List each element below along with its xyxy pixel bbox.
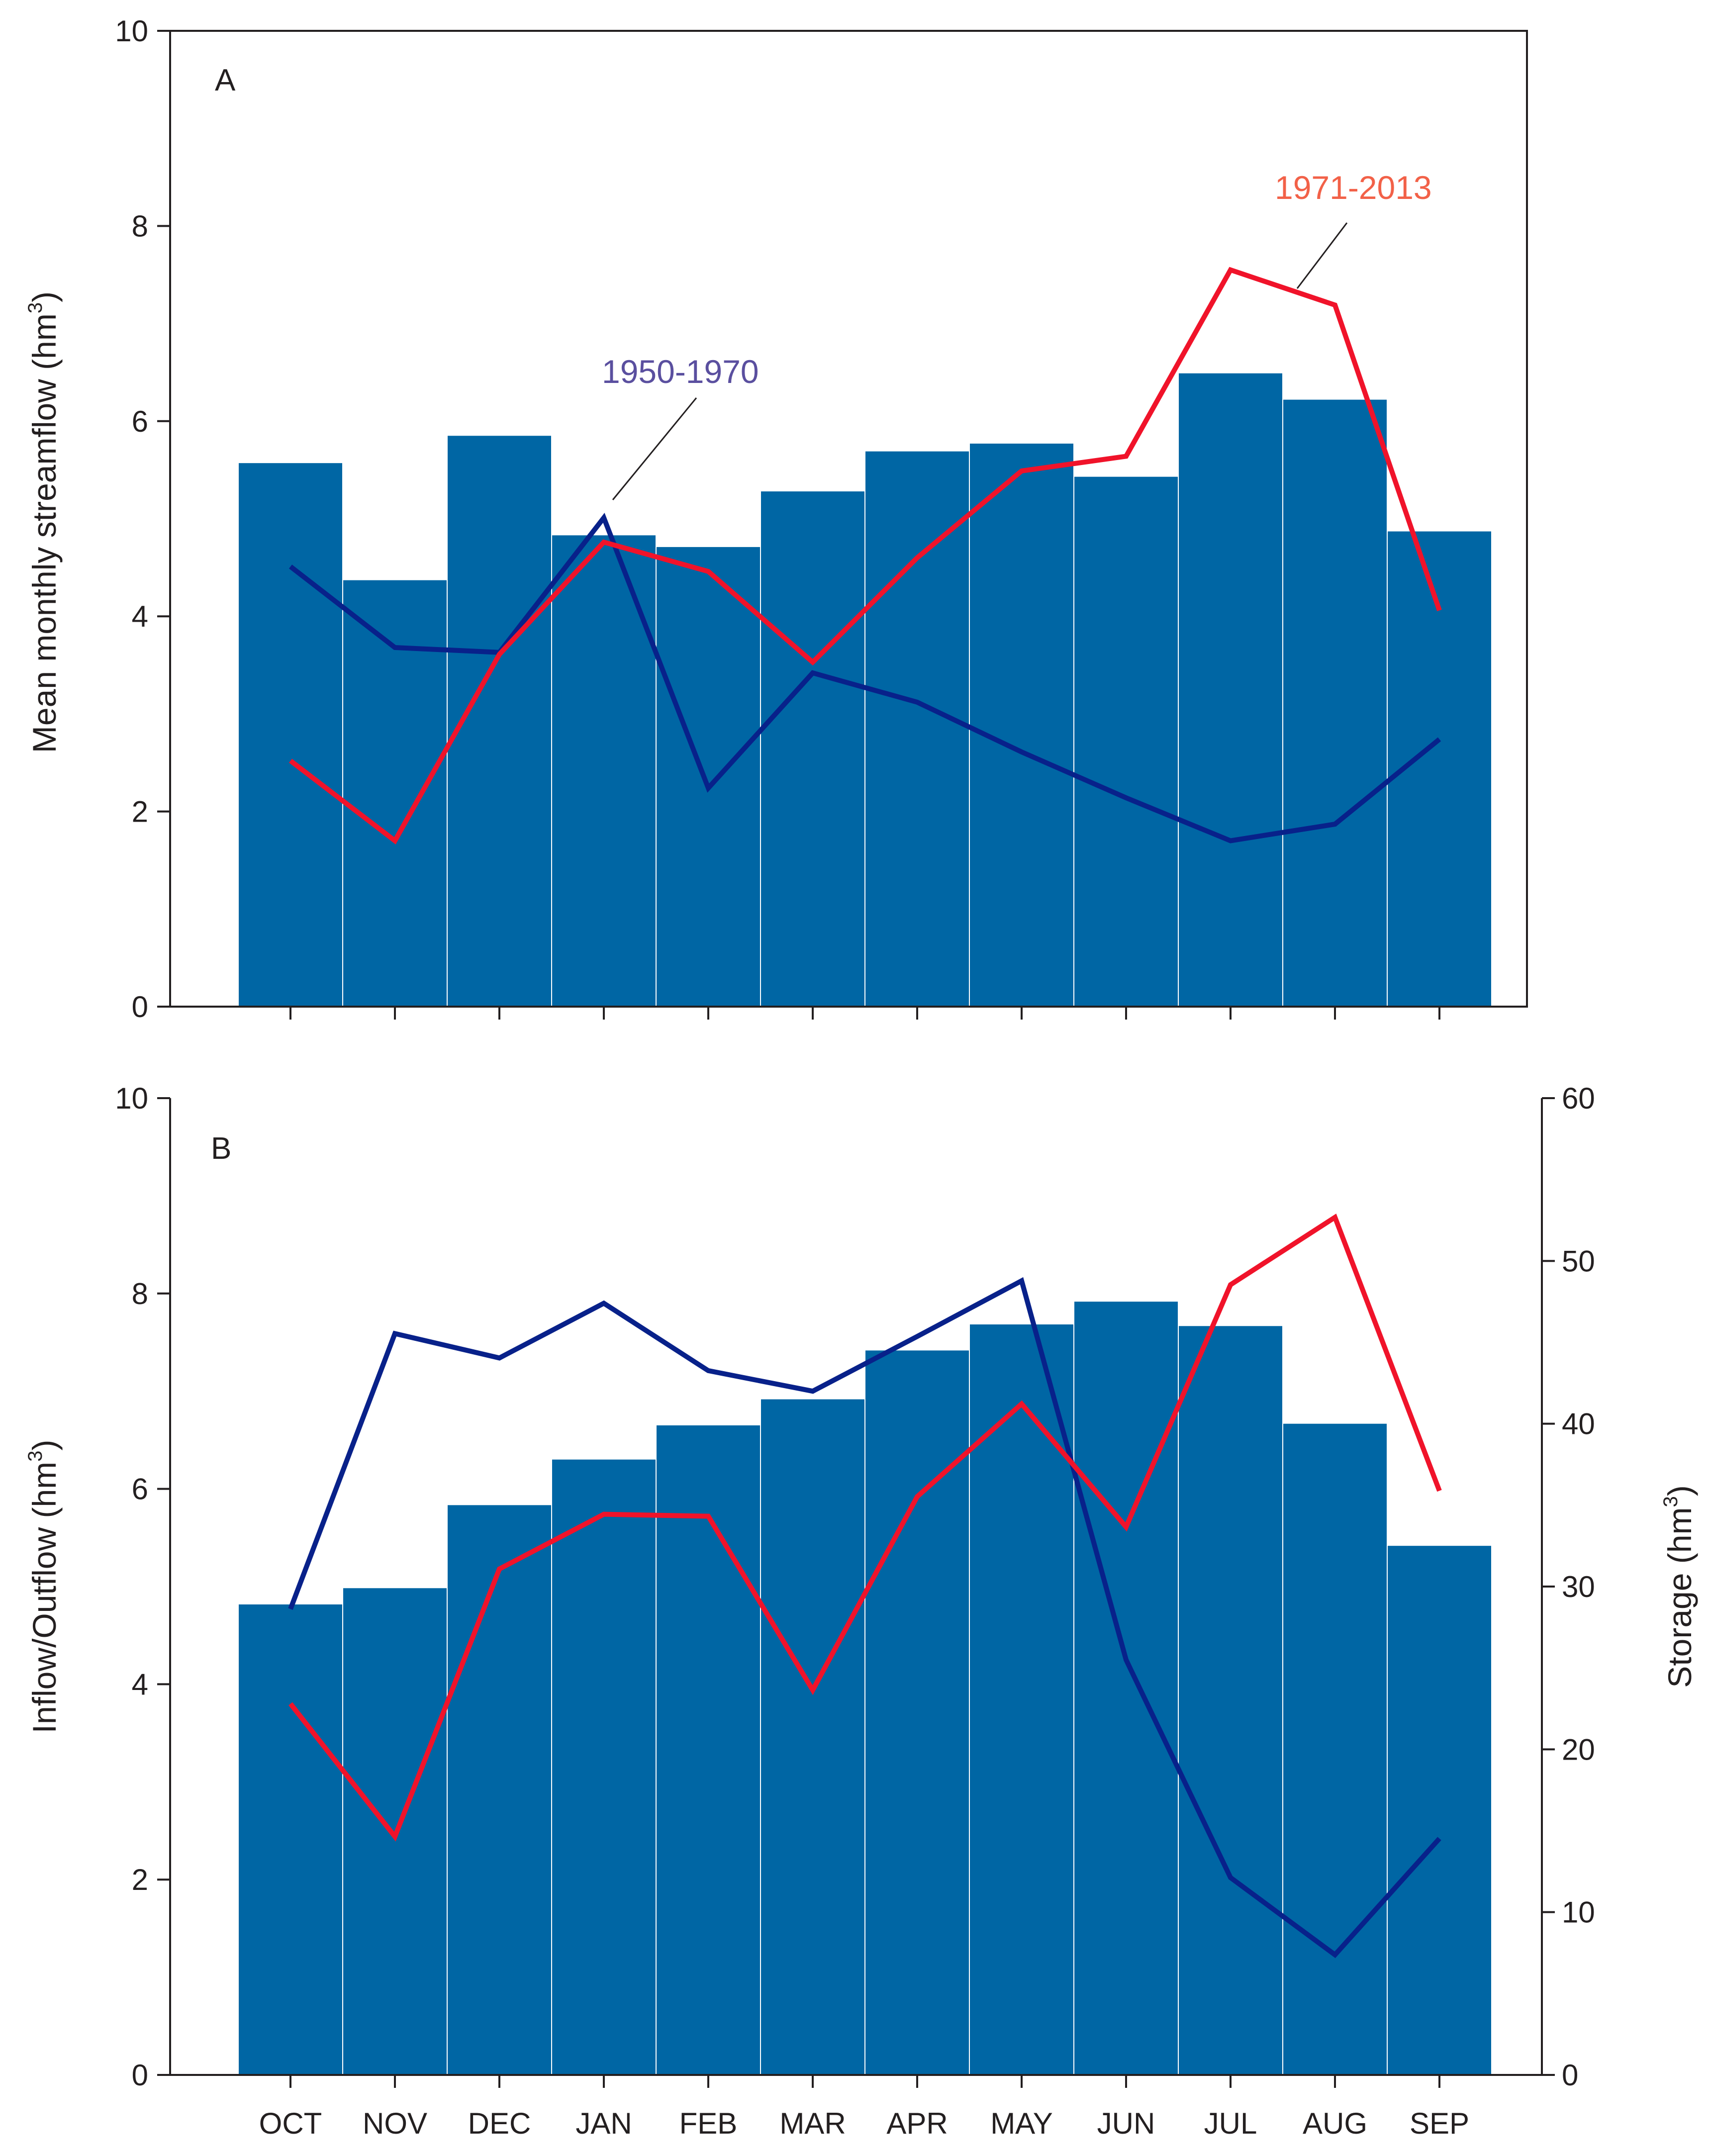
panel-a-line-1950-1970 <box>288 512 1441 844</box>
panel-b-y-axis: 0 2 4 6 8 10 <box>115 1082 170 2092</box>
panel-a-x-ticks <box>289 1007 1440 1020</box>
panel-a-bar-apr <box>865 451 969 1007</box>
panel-b-x-tick-label-jan: JAN <box>575 2107 632 2140</box>
panel-a-y-tick-label-2: 2 <box>132 795 148 829</box>
panel-b-y2-axis: 0 10 20 30 40 50 60 <box>1542 1082 1595 2092</box>
annotation-1971-2013: 1971-2013 <box>1275 169 1432 206</box>
panel-a-frame <box>169 30 1528 1008</box>
panel-b-x-tick-label-apr: APR <box>886 2107 948 2140</box>
panel-b-y2-tick-label-10: 10 <box>1562 1896 1595 1929</box>
panel-b-bar-sep <box>1388 1546 1491 2075</box>
panel-b-bar-apr <box>865 1350 969 2075</box>
panel-b-y2-tick-label-0: 0 <box>1562 2059 1578 2092</box>
panel-b-x-tick-label-nov: NOV <box>363 2107 427 2140</box>
panel-b-x-tick-label-feb: FEB <box>679 2107 738 2140</box>
panel-b-y-tick-label-6: 6 <box>132 1473 148 1506</box>
panel-a-bar-nov <box>343 580 447 1007</box>
panel-a-bar-feb <box>657 547 760 1007</box>
panel-b-label: B <box>211 1131 231 1166</box>
panel-b-x-tick-label-may: MAY <box>990 2107 1053 2140</box>
panel-b-y-tick-label-10: 10 <box>115 1082 148 1115</box>
panel-b-y2-tick-label-40: 40 <box>1562 1407 1595 1441</box>
panel-b-bar-may <box>970 1324 1073 2075</box>
panel-b-bars <box>239 1302 1491 2075</box>
panel-a-y-axis-title: Mean monthly streamflow (hm3) <box>24 291 63 753</box>
panel-a-y-tick-label-8: 8 <box>132 209 148 243</box>
panel-a-lines <box>288 267 1442 844</box>
panel-b-y-axis-title: Inflow/Outflow (hm3) <box>24 1440 63 1734</box>
panel-a-bar-jun <box>1074 476 1178 1007</box>
panel-b-y-tick-label-8: 8 <box>132 1277 148 1311</box>
panel-b-y2-tick-label-50: 50 <box>1562 1244 1595 1278</box>
panel-b: 0 2 4 6 8 10 0 10 20 30 40 50 60 OCT NOV DEC JAN FEB MAR… <box>24 1082 1698 2140</box>
panel-a-y-axis: 0 2 4 6 8 10 <box>115 14 170 1024</box>
panel-b-y2-axis-title: Storage (hm3) <box>1660 1485 1698 1687</box>
panel-a-y-tick-label-10: 10 <box>115 14 148 48</box>
panel-b-x-tick-label-oct: OCT <box>259 2107 322 2140</box>
annotation-1950-1970: 1950-1970 <box>602 353 759 390</box>
panel-b-x-tick-label-sep: SEP <box>1410 2107 1469 2140</box>
panel-b-x-tick-label-dec: DEC <box>468 2107 531 2140</box>
panel-a-y-tick-label-6: 6 <box>132 405 148 438</box>
panel-b-x-tick-label-jul: JUL <box>1204 2107 1257 2140</box>
panel-b-bar-jul <box>1179 1326 1282 2075</box>
panel-a-bar-jul <box>1179 373 1282 1007</box>
panel-b-bar-oct <box>239 1604 342 2075</box>
panel-b-line-red-line <box>288 1214 1442 1842</box>
panel-b-y2-tick-label-20: 20 <box>1562 1733 1595 1766</box>
panel-b-y-tick-label-4: 4 <box>132 1668 148 1701</box>
panel-a-bar-may <box>970 443 1073 1007</box>
panel-b-bar-jun <box>1074 1302 1178 2075</box>
panel-a-y-tick-label-4: 4 <box>132 600 148 633</box>
panel-a-bar-mar <box>761 491 864 1007</box>
panel-b-bar-dec <box>448 1505 551 2075</box>
panel-b-x-axis: OCT NOV DEC JAN FEB MAR APR MAY JUN JUL AUG SEP <box>259 2075 1469 2140</box>
panel-b-lines <box>288 1214 1442 1959</box>
annotation-leader-1950-1970 <box>612 397 697 500</box>
panel-b-bar-feb <box>657 1425 760 2075</box>
panel-b-x-tick-label-aug: AUG <box>1303 2107 1367 2140</box>
panel-b-y-tick-label-2: 2 <box>132 1863 148 1896</box>
panel-b-line-blue-line <box>288 1277 1441 1959</box>
panel-a-label: A <box>215 63 236 97</box>
panel-b-y-tick-label-0: 0 <box>132 2059 148 2092</box>
panel-b-bar-jan <box>552 1459 656 2075</box>
annotation-leader-1971-2013 <box>1296 222 1348 289</box>
panel-a-y-tick-label-0: 0 <box>132 990 148 1024</box>
panel-b-x-tick-label-jun: JUN <box>1097 2107 1155 2140</box>
panel-b-y2-tick-label-60: 60 <box>1562 1082 1595 1115</box>
panel-b-y2-tick-label-30: 30 <box>1562 1570 1595 1603</box>
panel-b-bar-mar <box>761 1399 864 2075</box>
panel-a-bar-oct <box>239 463 342 1007</box>
panel-a-bar-aug <box>1283 399 1387 1007</box>
panel-b-bar-aug <box>1283 1423 1387 2075</box>
panel-a-line-1971-2013 <box>288 267 1442 844</box>
panel-a-bar-dec <box>448 436 551 1007</box>
panel-b-x-tick-label-mar: MAR <box>779 2107 846 2140</box>
